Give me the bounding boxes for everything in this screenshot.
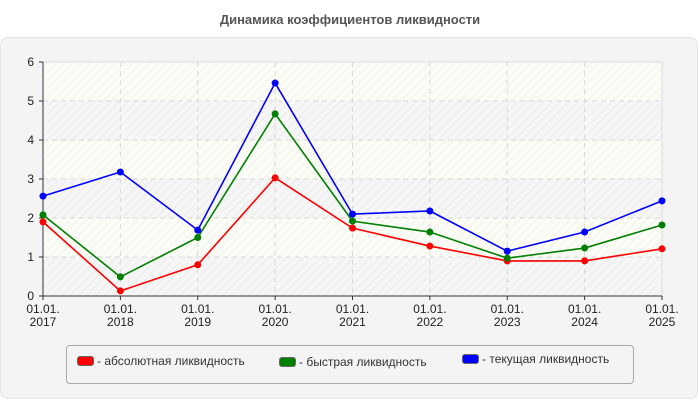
x-tick-label: 01.01.	[336, 302, 369, 316]
data-point[interactable]	[39, 192, 47, 200]
x-tick-label: 2023	[494, 315, 521, 329]
data-point[interactable]	[581, 228, 589, 236]
y-tick-label: 3	[27, 172, 34, 186]
data-point[interactable]	[503, 247, 511, 255]
data-point[interactable]	[271, 174, 279, 182]
x-tick-label: 2024	[571, 315, 598, 329]
data-point[interactable]	[349, 210, 356, 218]
data-point[interactable]	[194, 234, 202, 241]
line-chart: 012345601.01.201701.01.201801.01.201901.…	[26, 55, 678, 329]
x-tick-label: 01.01.	[568, 302, 601, 316]
y-tick-label: 2	[27, 211, 34, 225]
x-tick-label: 01.01.	[491, 302, 524, 316]
data-point[interactable]	[116, 168, 124, 176]
series-lines	[39, 79, 666, 295]
x-tick-label: 01.01.	[645, 302, 678, 316]
x-tick-label: 2020	[262, 315, 289, 329]
data-point[interactable]	[39, 218, 47, 226]
legend: - абсолютная ликвидность - быстрая ликви…	[66, 345, 634, 384]
legend-item-current: - текущая ликвидность	[462, 352, 609, 366]
y-tick-label: 5	[27, 94, 34, 108]
x-tick-label: 2022	[417, 315, 444, 329]
x-tick-label: 01.01.	[413, 302, 446, 316]
data-point[interactable]	[116, 287, 124, 295]
axes: 012345601.01.201701.01.201801.01.201901.…	[26, 55, 678, 329]
y-tick-label: 1	[27, 250, 34, 264]
legend-label: - абсолютная ликвидность	[97, 354, 245, 368]
legend-swatch-green	[279, 357, 296, 367]
data-point[interactable]	[271, 110, 279, 118]
data-point[interactable]	[349, 224, 356, 232]
data-point[interactable]	[426, 242, 434, 250]
data-point[interactable]	[116, 273, 124, 281]
legend-swatch-red	[77, 356, 94, 366]
data-point[interactable]	[39, 211, 47, 219]
data-point[interactable]	[658, 221, 666, 229]
data-point[interactable]	[581, 244, 589, 252]
x-tick-label: 01.01.	[181, 302, 214, 316]
legend-swatch-blue	[462, 354, 479, 364]
legend-item-absolute: - абсолютная ликвидность	[77, 354, 245, 368]
legend-label: - текущая ликвидность	[482, 352, 610, 366]
data-point[interactable]	[349, 217, 356, 225]
data-point[interactable]	[426, 228, 434, 236]
x-tick-label: 2019	[184, 315, 211, 329]
legend-item-quick: - быстрая ликвидность	[279, 355, 427, 369]
x-tick-label: 01.01.	[258, 302, 291, 316]
data-point[interactable]	[581, 257, 589, 265]
legend-label: - быстрая ликвидность	[299, 355, 427, 369]
y-tick-label: 6	[27, 55, 34, 69]
data-point[interactable]	[426, 207, 434, 215]
data-point[interactable]	[658, 197, 666, 205]
data-point[interactable]	[194, 261, 202, 269]
x-tick-label: 01.01.	[104, 302, 137, 316]
x-tick-label: 2021	[339, 315, 366, 329]
y-tick-label: 4	[27, 133, 34, 147]
data-point[interactable]	[658, 245, 666, 253]
x-tick-label: 01.01.	[26, 302, 59, 316]
data-point[interactable]	[271, 79, 279, 87]
x-tick-label: 2017	[30, 315, 57, 329]
data-point[interactable]	[503, 254, 511, 262]
chart-title: Динамика коэффициентов ликвидности	[219, 12, 481, 27]
x-tick-label: 2025	[649, 315, 676, 329]
x-tick-label: 2018	[107, 315, 134, 329]
y-tick-label: 0	[27, 289, 34, 303]
data-point[interactable]	[194, 226, 202, 234]
